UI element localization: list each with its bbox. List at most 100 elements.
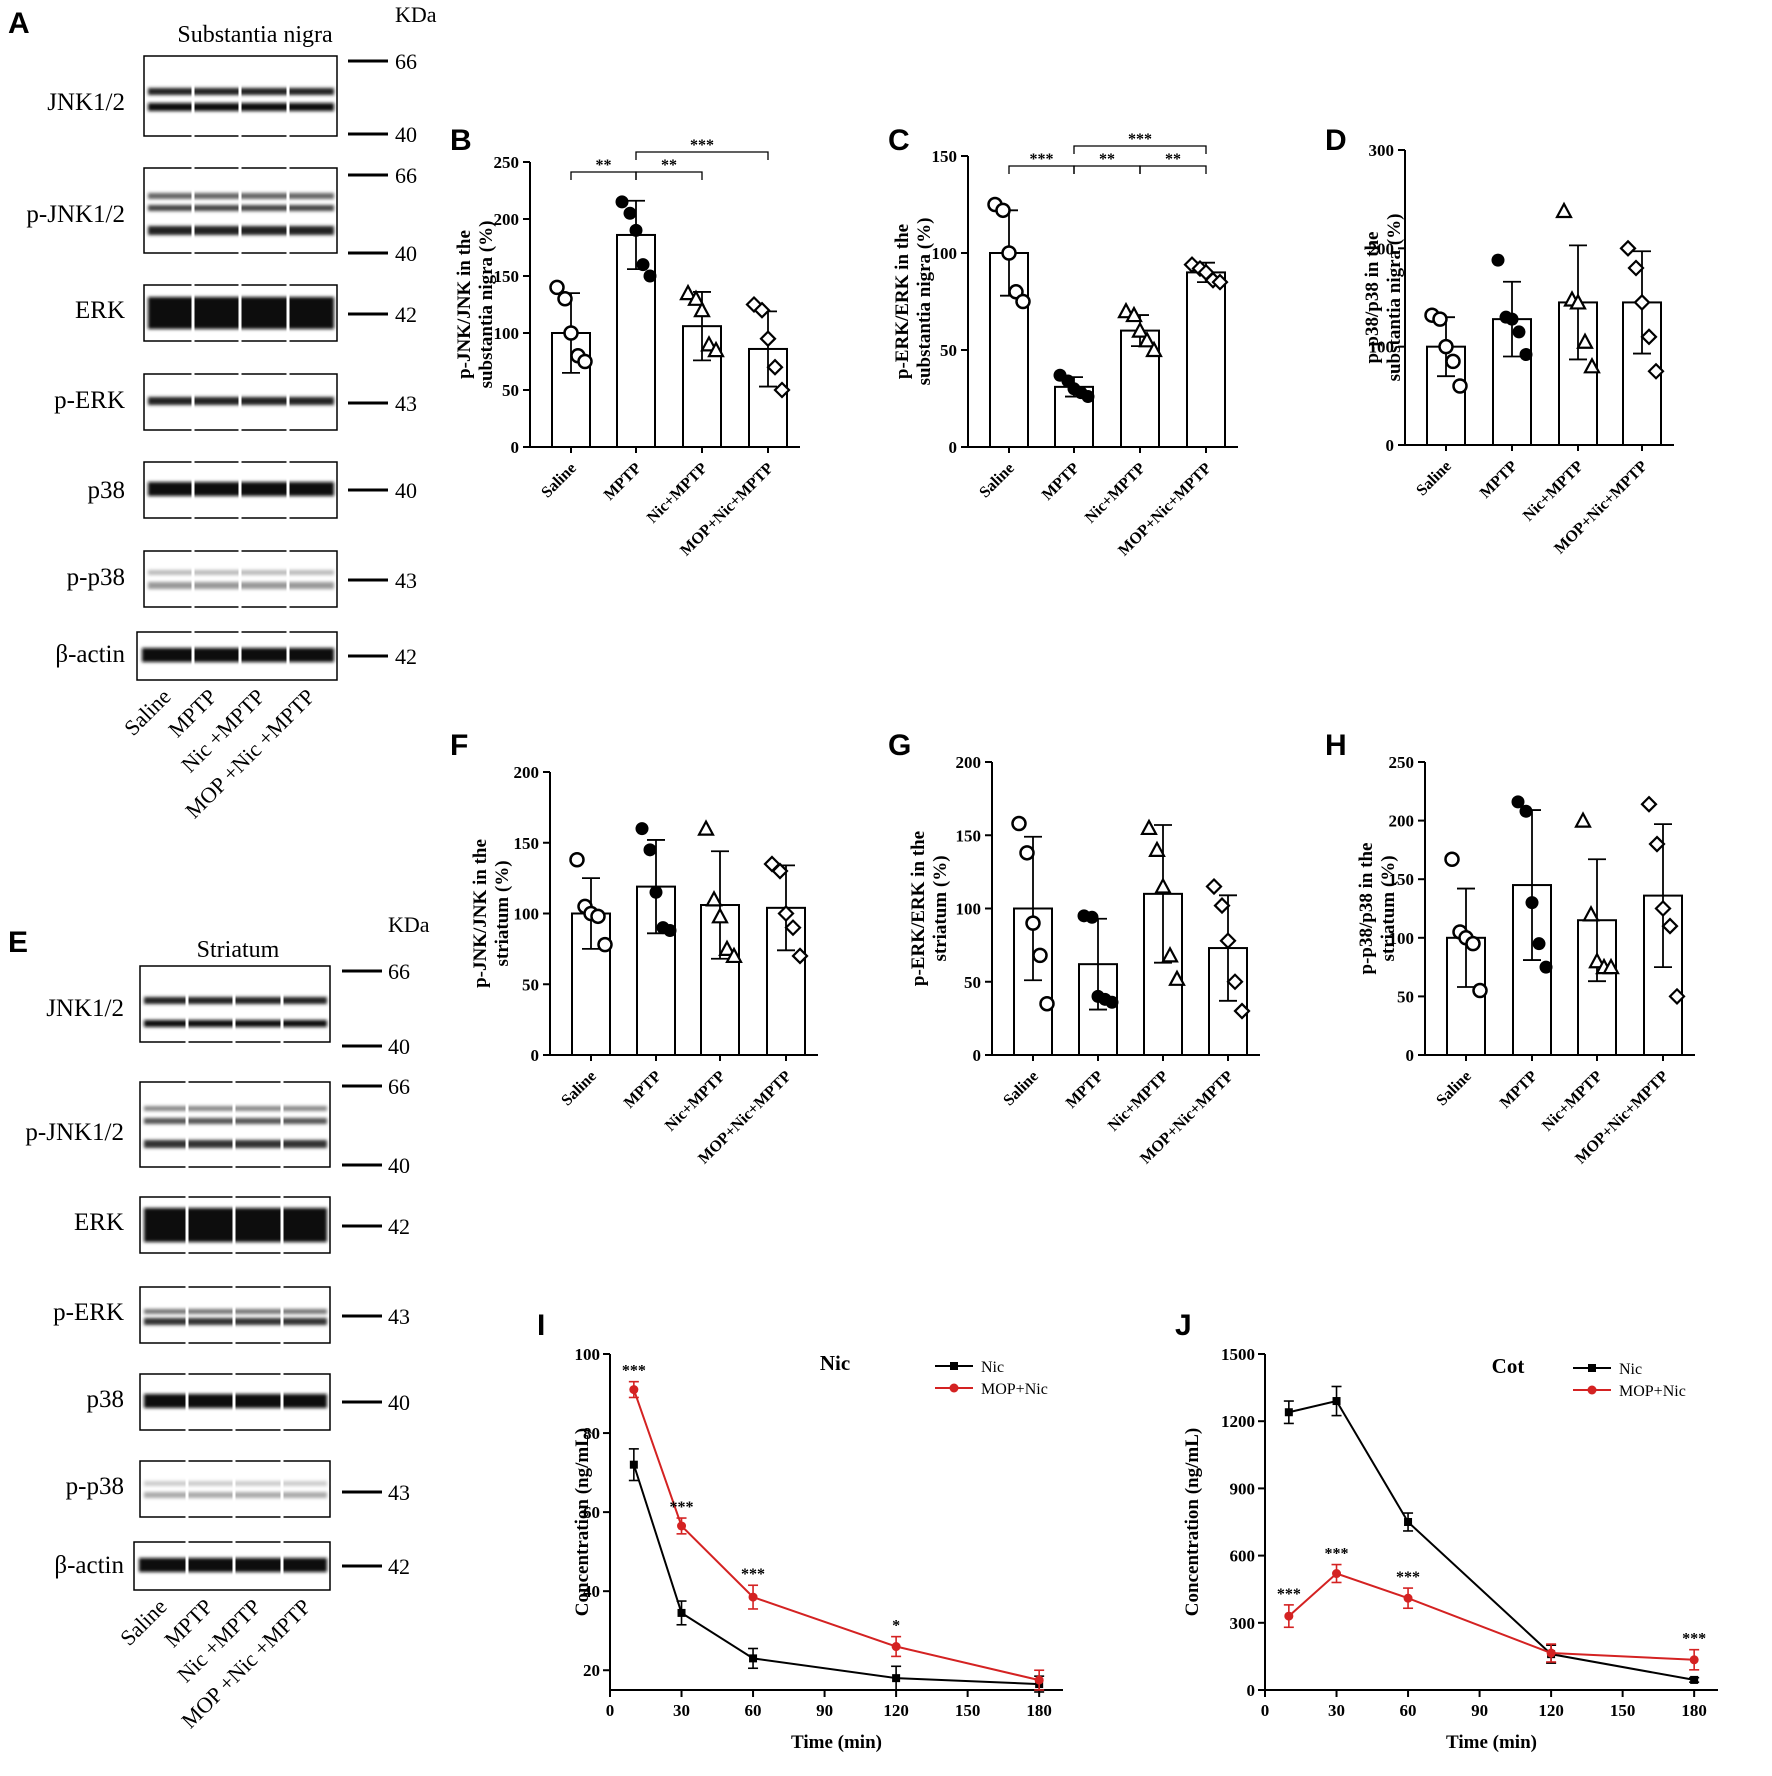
- data-point: [1539, 960, 1553, 974]
- y-tick-label: 250: [1389, 753, 1415, 772]
- y-tick-label: 50: [940, 341, 957, 360]
- y-axis-label: p-JNK/JNK in the: [454, 230, 475, 379]
- significance-label: **: [596, 157, 612, 174]
- y-axis-label: striatum (%): [930, 855, 951, 961]
- y-tick-label: 100: [1389, 929, 1415, 948]
- data-point: [749, 1654, 758, 1663]
- data-point: [549, 279, 565, 296]
- x-tick-label: Saline: [538, 460, 580, 502]
- blot-e-row-label: p-p38: [66, 1473, 124, 1500]
- data-point: [1505, 312, 1519, 326]
- x-tick-label: 60: [1400, 1701, 1417, 1720]
- y-tick-label: 0: [1406, 1046, 1415, 1065]
- blot-a-row-label: p-ERK: [54, 387, 125, 414]
- panel-label-e: E: [8, 926, 28, 959]
- x-tick-label: 120: [883, 1701, 909, 1720]
- data-point: [718, 939, 736, 956]
- blot-e-marker: 42: [388, 1554, 410, 1579]
- y-axis-label: Concentration (ng/mL): [1182, 1428, 1203, 1616]
- data-point: [635, 822, 649, 836]
- data-point: [791, 947, 809, 965]
- data-point: [1025, 915, 1041, 931]
- blot-a-marker: 66: [395, 49, 417, 74]
- x-tick-label: MPTP: [1477, 458, 1521, 502]
- data-point: [693, 300, 711, 318]
- data-point: [1444, 851, 1460, 868]
- x-tick-label: MPTP: [1039, 460, 1083, 504]
- y-axis-label: substantia nigra (%): [476, 221, 497, 389]
- x-tick-label: 150: [955, 1701, 981, 1720]
- significance-bracket: [635, 171, 703, 180]
- x-tick-label: 0: [606, 1701, 615, 1720]
- blot-a-row-label: ERK: [75, 297, 125, 324]
- data-point: [679, 283, 697, 301]
- bar: [766, 906, 806, 1057]
- blot-e-row-label: JNK1/2: [46, 995, 124, 1022]
- significance-bracket: [635, 151, 769, 160]
- significance-label: *: [892, 1618, 900, 1635]
- data-point: [1138, 330, 1156, 348]
- bar-chart-g: 0 50 100 150 200 p-ERK/ERK in the striatum (%)…: [908, 753, 1260, 1167]
- significance-label: ***: [622, 1363, 646, 1380]
- y-tick-label: 150: [932, 147, 958, 166]
- legend-label: Nic: [981, 1359, 1004, 1376]
- significance-label: ***: [670, 1499, 694, 1516]
- data-point: [748, 1592, 758, 1602]
- data-point: [1117, 301, 1135, 319]
- legend-label: Nic: [1619, 1361, 1642, 1378]
- blot-a-marker: 40: [395, 122, 417, 147]
- blot-a-marker: 66: [395, 163, 417, 188]
- data-point: [569, 851, 585, 868]
- y-tick-label: 0: [973, 1046, 982, 1065]
- x-tick-label: Nic+MPTP: [1082, 460, 1149, 527]
- data-point: [1661, 917, 1679, 935]
- x-axis-label: Time (min): [791, 1732, 882, 1753]
- y-axis-label: Concentration (ng/mL): [572, 1428, 593, 1616]
- x-tick-label: Nic+MPTP: [1539, 1068, 1606, 1135]
- data-point: [1576, 332, 1594, 349]
- blot-a-marker: 43: [395, 391, 417, 416]
- data-point: [777, 904, 795, 923]
- data-point: [636, 258, 650, 272]
- y-tick-label: 600: [1230, 1547, 1256, 1566]
- significance-label: ***: [1277, 1586, 1301, 1603]
- y-axis-label: striatum (%): [492, 860, 513, 966]
- data-point: [1145, 340, 1163, 358]
- data-point: [1602, 957, 1620, 975]
- line-chart-i: 20 40 60 80 100 0 30 60 90 120 150 180 Time (min) Con…: [572, 1345, 1063, 1753]
- data-point: [677, 1521, 687, 1531]
- bar-chart-f: 0 50 100 150 200 p-JNK/JNK in the striatum (%)…: [470, 763, 818, 1167]
- data-point: [677, 1608, 686, 1617]
- data-point: [563, 325, 579, 341]
- x-tick-label: Nic+MPTP: [644, 460, 711, 527]
- y-tick-label: 100: [494, 324, 520, 343]
- data-point: [1011, 815, 1027, 832]
- x-tick-label: 60: [745, 1701, 762, 1720]
- data-point: [615, 195, 629, 209]
- blot-e-title: Striatum: [197, 937, 280, 963]
- data-point: [1555, 201, 1573, 219]
- x-tick-label: 180: [1026, 1701, 1052, 1720]
- significance-label: ***: [690, 137, 714, 154]
- blot-a-row-label: JNK1/2: [47, 89, 125, 116]
- y-tick-label: 300: [1369, 141, 1395, 160]
- blot-e-row-label: p-JNK1/2: [25, 1119, 124, 1146]
- y-tick-label: 20: [583, 1661, 600, 1680]
- data-point: [949, 1383, 959, 1393]
- data-point: [1569, 293, 1587, 310]
- bar-chart-h: 0 50 100 150 200 250 p-p38/p38 in the striatum …: [1356, 753, 1695, 1167]
- bar: [1186, 271, 1226, 448]
- blot-e-row-label: p-ERK: [53, 1299, 124, 1326]
- y-tick-label: 1500: [1221, 1345, 1255, 1364]
- data-point: [597, 936, 613, 953]
- blot-e-marker: 40: [388, 1034, 410, 1059]
- panel-label-h: H: [1325, 729, 1347, 762]
- data-point: [1205, 877, 1223, 896]
- panel-label-b: B: [450, 124, 472, 157]
- y-axis-label: striatum (%): [1378, 855, 1399, 961]
- y-axis-label: substantia nigra (%): [1384, 214, 1405, 382]
- data-point: [1438, 338, 1454, 355]
- data-point: [623, 206, 637, 220]
- data-point: [771, 862, 789, 880]
- y-tick-label: 100: [932, 244, 958, 263]
